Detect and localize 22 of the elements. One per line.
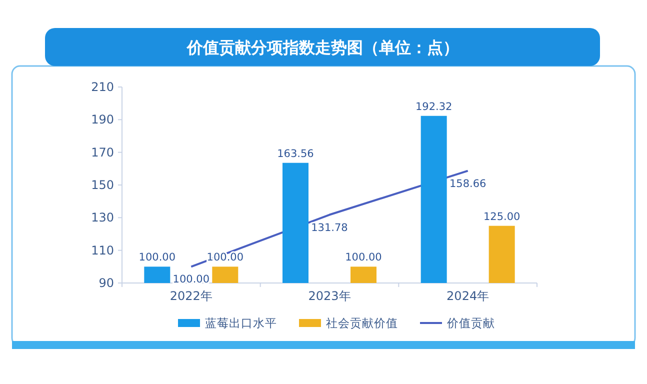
data-label: 192.32 (415, 100, 452, 113)
data-label: 158.66 (449, 178, 487, 190)
legend-label: 蓝莓出口水平 (205, 316, 277, 330)
legend-label: 社会贡献价值 (326, 316, 398, 330)
y-tick-label: 190 (91, 112, 114, 127)
data-label: 125.00 (483, 210, 520, 223)
y-tick-label: 150 (91, 178, 114, 192)
data-label: 131.78 (311, 222, 348, 234)
legend-label: 价值贡献 (446, 316, 495, 330)
x-tick-label: 2024年 (446, 289, 490, 303)
x-tick-label: 2022年 (170, 289, 212, 303)
y-tick-label: 210 (91, 80, 114, 94)
y-tick-label: 110 (91, 243, 114, 258)
y-tick-label: 90 (98, 276, 114, 290)
data-label: 163.56 (277, 148, 314, 160)
x-tick-label: 2023年 (308, 289, 351, 303)
y-tick-label: 170 (91, 145, 114, 160)
data-label: 100.00 (345, 252, 382, 264)
data-label: 100.00 (138, 252, 176, 264)
y-tick-label: 130 (91, 210, 114, 225)
data-label: 100.00 (172, 274, 210, 286)
chart-title: 价值贡献分项指数走势图（单位：点） (186, 38, 459, 57)
